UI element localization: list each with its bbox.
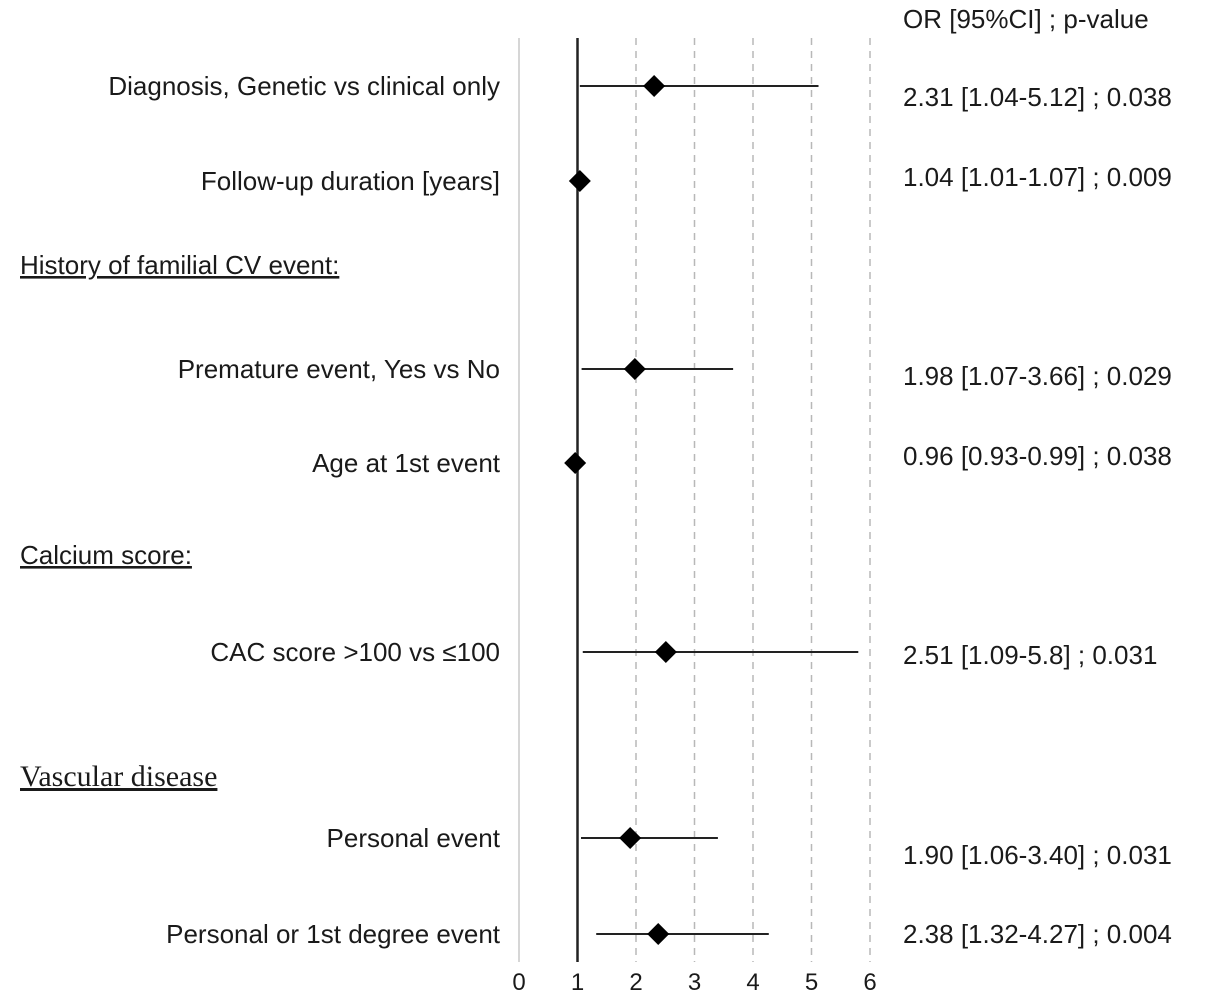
point-estimate [654, 641, 677, 663]
x-tick-label-4: 4 [746, 969, 759, 995]
row-label: Personal or 1st degree event [166, 919, 501, 949]
point-estimate [647, 923, 670, 945]
row-labels: Diagnosis, Genetic vs clinical only Follo… [20, 71, 501, 949]
point-estimate [619, 827, 642, 849]
point-estimate [564, 452, 587, 474]
value-labels: 2.31 [1.04-5.12] ; 0.038 1.04 [1.01-1.07]… [903, 82, 1172, 949]
row-label: Premature event, Yes vs No [178, 354, 500, 384]
point-estimate [568, 170, 591, 192]
x-tick-label-5: 5 [805, 969, 818, 995]
x-tick-label-3: 3 [688, 969, 701, 995]
row-label: Age at 1st event [312, 448, 501, 478]
row-label: Personal event [327, 823, 501, 853]
or-value-label: 1.90 [1.06-3.40] ; 0.031 [903, 840, 1172, 870]
grid-layer [518, 38, 871, 962]
point-estimate [623, 358, 646, 380]
x-tick-label-6: 6 [863, 969, 876, 995]
section-header: Vascular disease [20, 760, 217, 793]
or-value-label: 2.51 [1.09-5.8] ; 0.031 [903, 640, 1157, 670]
or-value-label: 2.38 [1.32-4.27] ; 0.004 [903, 919, 1172, 949]
section-header: History of familial CV event: [20, 250, 339, 280]
x-tick-label-1: 1 [571, 969, 584, 995]
or-value-label: 1.98 [1.07-3.66] ; 0.029 [903, 361, 1172, 391]
row-label: CAC score >100 vs ≤100 [210, 637, 500, 667]
x-tick-label-2: 2 [629, 969, 642, 995]
or-value-label: 1.04 [1.01-1.07] ; 0.009 [903, 162, 1172, 192]
row-label: Diagnosis, Genetic vs clinical only [108, 71, 500, 101]
row-label: Follow-up duration [years] [201, 166, 500, 196]
x-tick-label-0: 0 [512, 969, 525, 995]
or-value-label: 2.31 [1.04-5.12] ; 0.038 [903, 82, 1172, 112]
or-value-label: 0.96 [0.93-0.99] ; 0.038 [903, 441, 1172, 471]
x-axis-ticks: 0 1 2 3 4 5 6 [512, 969, 876, 995]
or-ci-header: OR [95%CI] ; p-value [903, 4, 1149, 34]
point-estimate [643, 75, 666, 97]
section-header: Calcium score: [20, 540, 192, 570]
data-marks [564, 75, 859, 945]
